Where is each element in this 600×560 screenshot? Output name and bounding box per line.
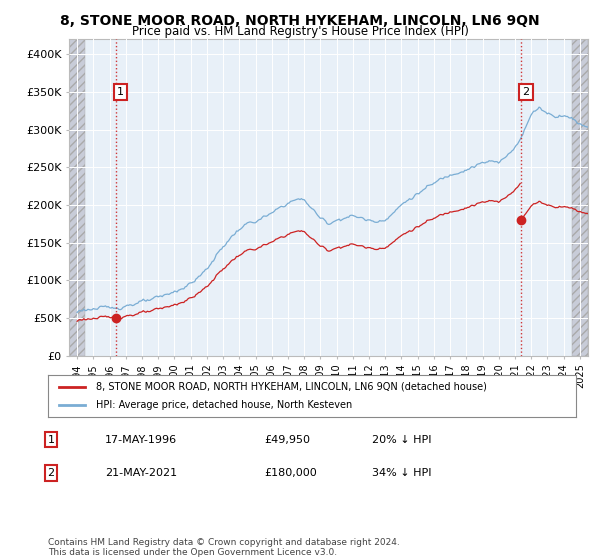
Bar <box>69 39 85 356</box>
Text: 20% ↓ HPI: 20% ↓ HPI <box>372 435 431 445</box>
Text: Price paid vs. HM Land Registry's House Price Index (HPI): Price paid vs. HM Land Registry's House … <box>131 25 469 38</box>
Text: £49,950: £49,950 <box>264 435 310 445</box>
Text: HPI: Average price, detached house, North Kesteven: HPI: Average price, detached house, Nort… <box>95 400 352 410</box>
Text: 1: 1 <box>117 87 124 97</box>
Text: 8, STONE MOOR ROAD, NORTH HYKEHAM, LINCOLN, LN6 9QN (detached house): 8, STONE MOOR ROAD, NORTH HYKEHAM, LINCO… <box>95 382 487 392</box>
Text: 8, STONE MOOR ROAD, NORTH HYKEHAM, LINCOLN, LN6 9QN: 8, STONE MOOR ROAD, NORTH HYKEHAM, LINCO… <box>60 14 540 28</box>
Text: Contains HM Land Registry data © Crown copyright and database right 2024.
This d: Contains HM Land Registry data © Crown c… <box>48 538 400 557</box>
Text: 2: 2 <box>523 87 530 97</box>
Text: £180,000: £180,000 <box>264 468 317 478</box>
Text: 21-MAY-2021: 21-MAY-2021 <box>105 468 177 478</box>
Bar <box>572 39 588 356</box>
Text: 17-MAY-1996: 17-MAY-1996 <box>105 435 177 445</box>
Text: 1: 1 <box>47 435 55 445</box>
Bar <box>69 39 85 356</box>
Text: 2: 2 <box>47 468 55 478</box>
Bar <box>572 39 588 356</box>
Text: 34% ↓ HPI: 34% ↓ HPI <box>372 468 431 478</box>
